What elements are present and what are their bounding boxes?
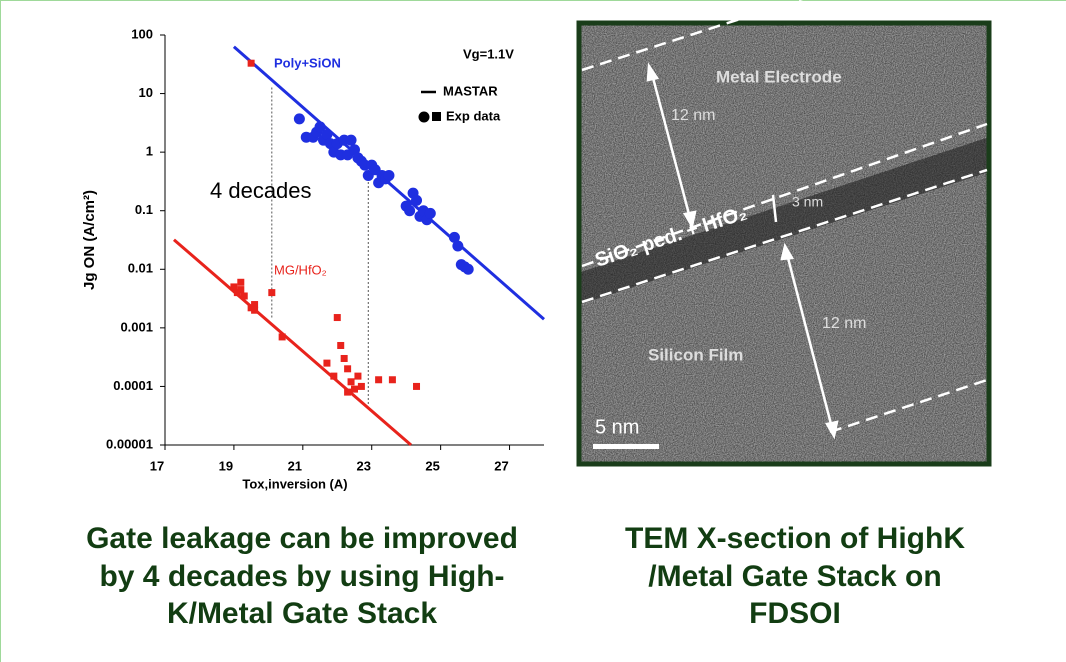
data-point: [237, 279, 244, 286]
annotation: Vg=1.1V: [463, 46, 514, 61]
data-point: [358, 383, 365, 390]
tem-label: 12 nm: [671, 107, 715, 124]
data-point: [337, 342, 344, 349]
y-tick-label: 0.01: [128, 261, 153, 276]
x-tick-label: 27: [494, 458, 508, 473]
data-point: [351, 386, 358, 393]
data-point: [237, 286, 244, 293]
data-point: [404, 205, 415, 216]
data-point: [375, 376, 382, 383]
data-point: [248, 60, 255, 67]
tem-label: 5 nm: [595, 416, 639, 438]
caption-line: TEM X-section of HighK: [625, 522, 965, 555]
x-tick-label: 19: [219, 458, 233, 473]
data-point: [279, 333, 286, 340]
data-point: [251, 307, 258, 314]
tem-label: Silicon Film: [648, 345, 743, 364]
data-point: [463, 264, 474, 275]
legend-label: Exp data: [446, 108, 501, 123]
data-point: [348, 378, 355, 385]
legend-marker: [432, 112, 441, 121]
data-point: [344, 389, 351, 396]
annotation: Poly+SiON: [274, 55, 341, 70]
slide: 0.00001 0.0001 0.001 0.01 0.1 1 10 100 17 19 21 23 2…: [0, 0, 1066, 662]
data-point: [346, 135, 357, 146]
tem-label: 12 nm: [822, 315, 866, 332]
x-tick-label: 25: [425, 458, 439, 473]
data-point: [354, 373, 361, 380]
y-tick-label: 0.00001: [106, 436, 153, 451]
data-point: [268, 289, 275, 296]
data-point: [383, 170, 394, 181]
x-tick-label: 17: [150, 458, 164, 473]
caption-line: /Metal Gate Stack on: [648, 560, 941, 593]
y-tick-label: 1: [146, 144, 153, 159]
data-point: [334, 314, 341, 321]
caption-line: FDSOI: [749, 597, 841, 630]
y-tick-label: 0.1: [135, 202, 153, 217]
x-tick-label: 23: [356, 458, 370, 473]
caption-line: Gate leakage can be improved: [86, 522, 518, 555]
x-axis-label: Tox,inversion (A): [242, 476, 347, 491]
data-point: [323, 360, 330, 367]
scale-bar: [593, 444, 659, 449]
data-point: [241, 292, 248, 299]
tem-image: Metal Electrode 12 nm 3 nm SiO₂ ped. + H…: [579, 0, 989, 464]
caption-line: K/Metal Gate Stack: [167, 597, 437, 630]
y-tick-label: 0.001: [120, 319, 153, 334]
y-tick-label: 100: [131, 26, 153, 41]
data-point: [411, 195, 422, 206]
data-point: [452, 240, 463, 251]
data-point: [425, 208, 436, 219]
annotation: MG/HfO₂: [274, 262, 327, 277]
legend-label: MASTAR: [443, 83, 498, 98]
data-point: [344, 365, 351, 372]
data-point: [341, 355, 348, 362]
data-point: [330, 373, 337, 380]
annotation: 4 decades: [210, 178, 312, 203]
chart: 0.00001 0.0001 0.001 0.01 0.1 1 10 100 17 19 21 23 2…: [81, 26, 544, 491]
tem-label: Metal Electrode: [716, 67, 842, 86]
legend-marker: [419, 112, 430, 123]
data-point: [389, 376, 396, 383]
y-tick-label: 10: [139, 85, 153, 100]
tem-label: 3 nm: [792, 194, 823, 210]
caption-line: by 4 decades by using High-: [99, 560, 504, 593]
data-point: [294, 113, 305, 124]
data-point: [413, 383, 420, 390]
x-tick-label: 21: [288, 458, 302, 473]
y-axis-label: Jg ON (A/cm²): [81, 190, 98, 290]
y-tick-label: 0.0001: [113, 378, 153, 393]
